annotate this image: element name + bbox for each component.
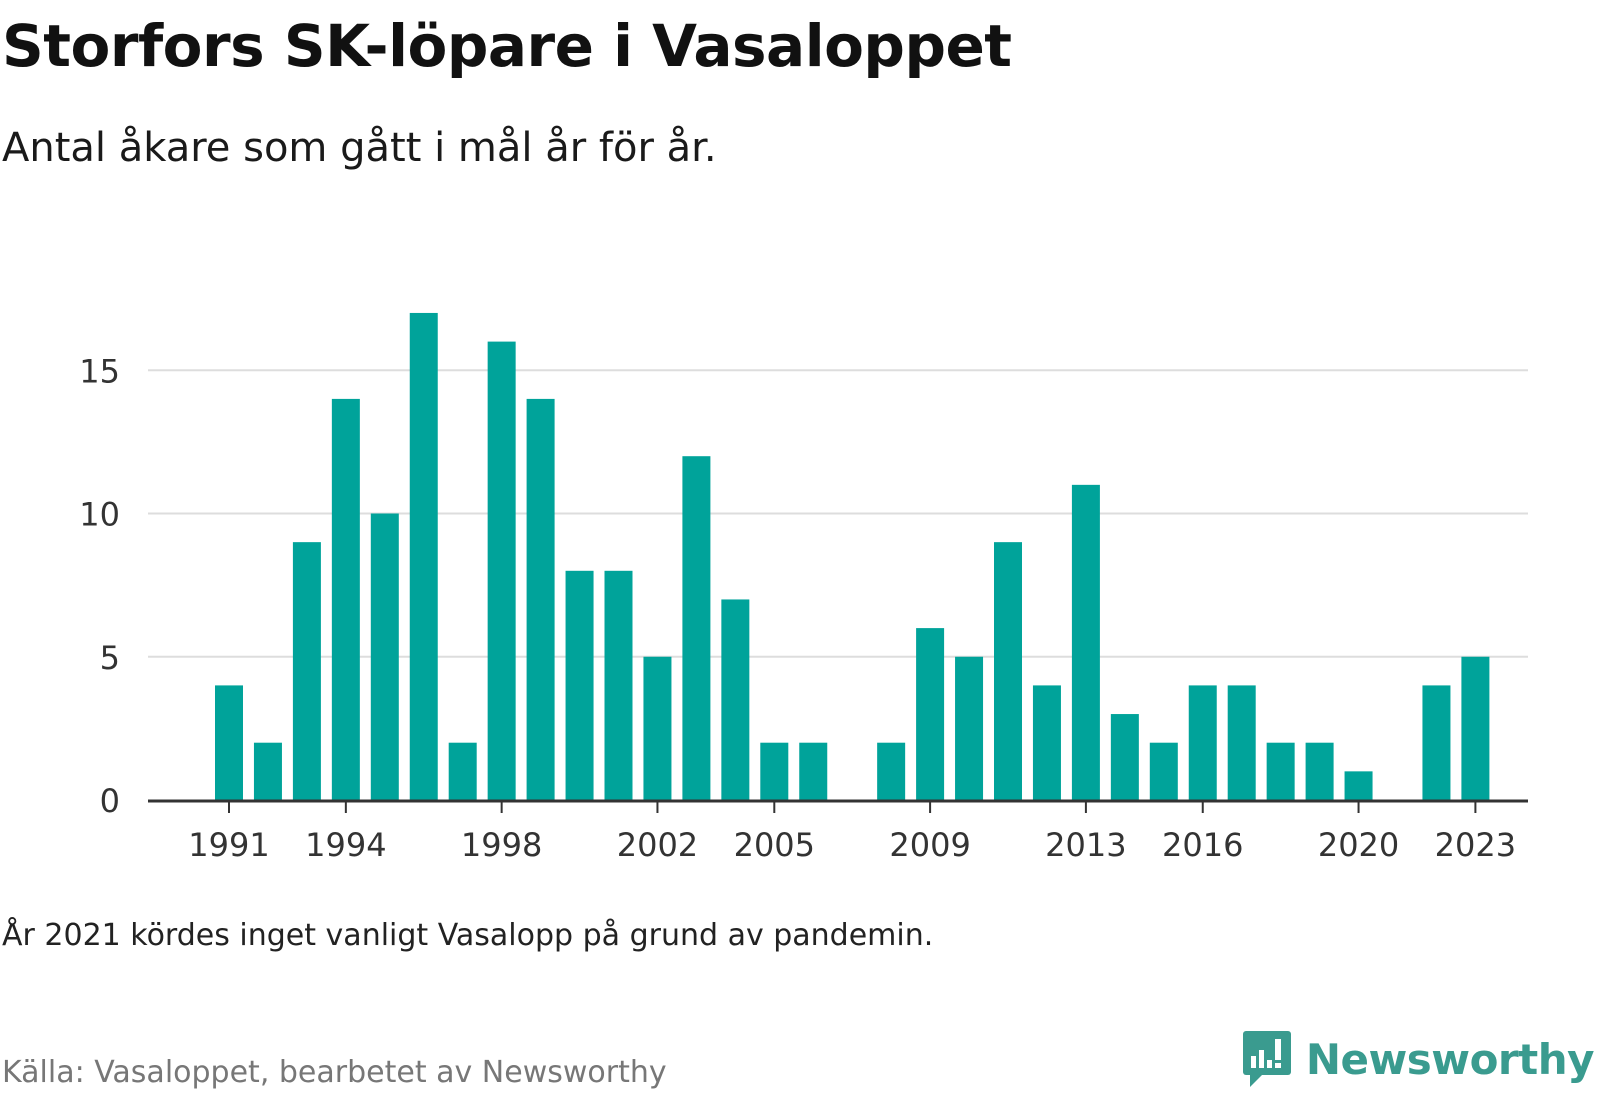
bar-1999: [526, 398, 555, 800]
bar-1993: [292, 542, 321, 800]
bar-2000: [565, 570, 594, 800]
bar-2019: [1305, 742, 1334, 800]
bar-2006: [799, 742, 828, 800]
bar-2010: [955, 656, 984, 800]
bar-1998: [487, 341, 516, 800]
bar-2017: [1227, 685, 1256, 800]
y-tick-label: 5: [100, 639, 120, 677]
source-credit: Källa: Vasaloppet, bearbetet av Newswort…: [2, 1055, 667, 1090]
footnote: År 2021 kördes inget vanligt Vasalopp på…: [2, 918, 934, 953]
x-tick-label: 2002: [617, 826, 698, 864]
bar-2012: [1032, 685, 1061, 800]
bar-2011: [994, 542, 1022, 800]
y-tick-label: 15: [79, 352, 120, 390]
bar-2004: [721, 599, 750, 800]
x-tick-label: 2020: [1318, 826, 1399, 864]
y-tick-label: 10: [79, 496, 120, 534]
x-tick-label: 2023: [1435, 826, 1516, 864]
bar-1997: [448, 742, 477, 800]
bar-2003: [682, 456, 711, 800]
chart-title: Storfors SK-löpare i Vasaloppet: [2, 12, 1012, 80]
bar-1991: [215, 685, 243, 800]
bar-2001: [604, 570, 633, 800]
bar-2016: [1188, 685, 1217, 800]
bar-2009: [916, 628, 945, 800]
bar-1996: [409, 312, 438, 800]
x-tick-label: 2016: [1162, 826, 1243, 864]
bar-2023: [1461, 656, 1490, 800]
chart-subtitle: Antal åkare som gått i mål år för år.: [2, 125, 717, 171]
brand-name: Newsworthy: [1305, 1034, 1595, 1084]
bar-1994: [331, 398, 360, 800]
x-tick-label: 1998: [461, 826, 542, 864]
bar-2008: [877, 742, 906, 800]
x-tick-label: 2009: [889, 826, 970, 864]
bar-2015: [1149, 742, 1178, 800]
x-tick-label: 2005: [734, 826, 815, 864]
y-tick-label: 0: [100, 782, 120, 820]
x-tick-label: 1994: [305, 826, 386, 864]
bar-2022: [1422, 685, 1451, 800]
bar-chart: 0 5 10 15 1991 1994 1998 2002 2005 2009 2013 2016 20…: [79, 312, 1528, 864]
newsworthy-logo-icon: [1242, 1031, 1291, 1087]
bar-2014: [1110, 714, 1139, 800]
bar-2013: [1071, 484, 1100, 800]
x-tick-label: 2013: [1045, 826, 1126, 864]
x-tick-label: 1991: [188, 826, 269, 864]
bar-2018: [1266, 742, 1295, 800]
bar-2002: [643, 656, 672, 800]
bar-2020: [1344, 771, 1373, 800]
bar-1995: [370, 513, 399, 800]
brand-logo: Newsworthy: [1242, 1030, 1595, 1088]
bar-1992: [253, 742, 282, 800]
bar-2005: [760, 742, 789, 800]
